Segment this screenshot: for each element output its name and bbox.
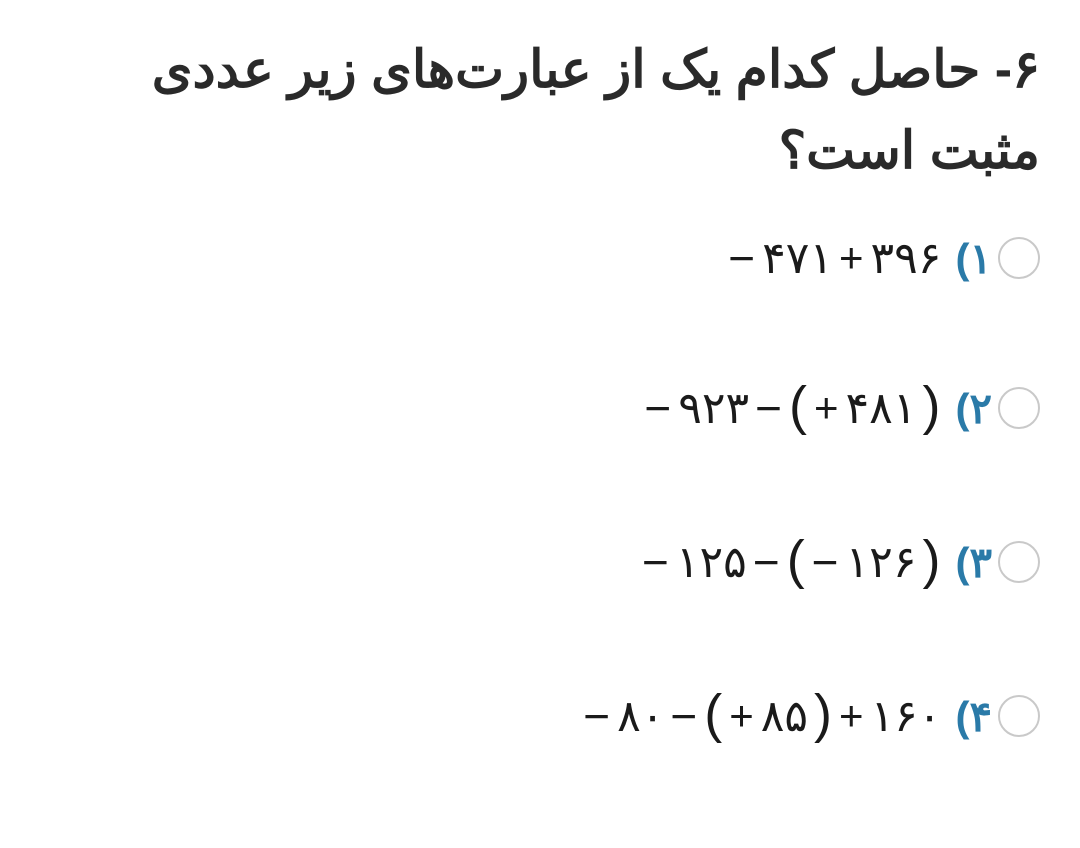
option-4[interactable]: ۴) − ۸۰ − ( + ۸۵ ) + ۱۶۰ [40, 685, 1040, 747]
number: ۴۸۱ [846, 383, 917, 434]
left-paren-icon: ( [789, 375, 808, 437]
option-label: ۴) [955, 692, 992, 741]
minus-sign: − [644, 381, 672, 435]
minus-sign: − [583, 689, 611, 743]
option-label: ۱) [955, 234, 992, 283]
minus-sign: − [670, 689, 698, 743]
option-expression: − ۱۲۵ − ( − ۱۲۶ ) [642, 531, 941, 593]
left-paren-icon: ( [704, 683, 723, 745]
option-label: ۲) [955, 384, 992, 433]
minus-sign: − [642, 535, 670, 589]
radio-icon[interactable] [998, 237, 1040, 279]
option-expression: − ۹۲۳ − ( + ۴۸۱ ) [644, 377, 941, 439]
radio-icon[interactable] [998, 387, 1040, 429]
plus-sign: + [729, 692, 755, 740]
number: ۳۹۶ [871, 233, 942, 284]
option-expression: − ۸۰ − ( + ۸۵ ) + ۱۶۰ [583, 685, 941, 747]
question-text: ۶- حاصل کدام یک از عبارت‌های زیر عددی مث… [40, 30, 1040, 191]
option-1[interactable]: ۱) − ۴۷۱ + ۳۹۶ [40, 231, 1040, 285]
minus-sign: − [728, 231, 756, 285]
right-paren-icon: ) [922, 375, 941, 437]
option-3[interactable]: ۳) − ۱۲۵ − ( − ۱۲۶ ) [40, 531, 1040, 593]
plus-sign: + [814, 384, 840, 432]
left-paren-icon: ( [787, 529, 806, 591]
radio-icon[interactable] [998, 695, 1040, 737]
number: ۹۲۳ [678, 383, 749, 434]
plus-sign: + [839, 692, 865, 740]
number: ۱۲۵ [676, 537, 747, 588]
number: ۴۷۱ [762, 233, 833, 284]
option-label: ۳) [955, 538, 992, 587]
right-paren-icon: ) [922, 529, 941, 591]
right-paren-icon: ) [814, 683, 833, 745]
number: ۸۵ [761, 691, 808, 742]
option-2[interactable]: ۲) − ۹۲۳ − ( + ۴۸۱ ) [40, 377, 1040, 439]
minus-sign: − [755, 381, 783, 435]
number: ۱۶۰ [871, 691, 942, 742]
number: ۸۰ [617, 691, 664, 742]
options-list: ۱) − ۴۷۱ + ۳۹۶ ۲) − ۹۲۳ − ( + ۴۸۱ ) [40, 221, 1040, 747]
radio-icon[interactable] [998, 541, 1040, 583]
plus-sign: + [839, 234, 865, 282]
question-container: ۶- حاصل کدام یک از عبارت‌های زیر عددی مث… [0, 0, 1080, 848]
option-expression: − ۴۷۱ + ۳۹۶ [728, 231, 941, 285]
number: ۱۲۶ [846, 537, 917, 588]
minus-sign: − [812, 535, 840, 589]
minus-sign: − [753, 535, 781, 589]
